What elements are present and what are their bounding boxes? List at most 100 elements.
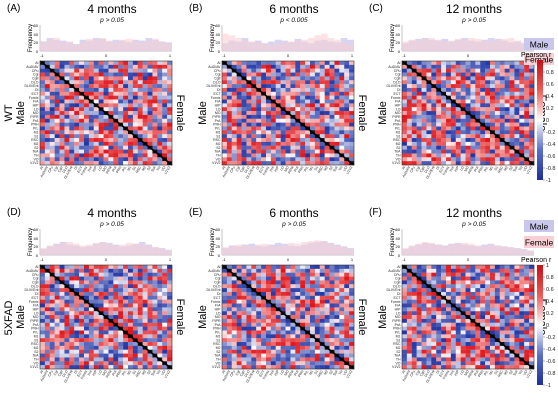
heatmap-cell — [261, 349, 267, 354]
heatmap-cell — [349, 130, 355, 135]
heatmap-cell — [450, 342, 456, 347]
heatmap-cell — [49, 345, 55, 350]
panel-letter: (D) — [7, 207, 21, 218]
heatmap-cell — [256, 145, 262, 150]
heatmap-cell — [54, 365, 60, 370]
heatmap-cell — [113, 61, 119, 65]
heatmap-cell — [226, 95, 232, 100]
heatmap-cell — [275, 114, 281, 119]
heatmap-cell — [128, 311, 134, 316]
heatmap-cell — [470, 87, 476, 92]
heatmap-cell — [64, 118, 70, 123]
heatmap-cell — [426, 99, 432, 104]
panel-letter: (C) — [369, 3, 383, 14]
heatmap-cell — [157, 284, 163, 289]
heatmap-cell — [226, 353, 232, 358]
heatmap-cell — [446, 91, 452, 96]
heatmap-cell — [251, 126, 257, 131]
heatmap-cell — [295, 99, 301, 104]
region-col-label: DLO — [244, 165, 251, 173]
heatmap-cell — [275, 361, 281, 366]
heatmap-cell — [266, 268, 272, 273]
heatmap-cell — [147, 322, 153, 327]
region-row-label: VO — [33, 361, 38, 365]
heatmap-diagonal — [39, 60, 173, 166]
heatmap-cell — [74, 80, 80, 85]
heatmap-cell — [490, 80, 496, 85]
female-bar — [507, 247, 515, 255]
heatmap-cell — [300, 68, 306, 73]
heatmap-cell — [251, 107, 257, 112]
heatmap-cell — [226, 349, 232, 354]
heatmap-cell — [339, 99, 345, 104]
region-row-label: FrA — [33, 304, 39, 308]
heatmap-cell — [266, 357, 272, 362]
heatmap-cell — [285, 130, 291, 135]
heatmap-cell — [280, 315, 286, 320]
heatmap-cell — [118, 134, 124, 139]
heatmap-cell — [475, 72, 481, 77]
region-col-label: DI — [73, 369, 78, 374]
heatmap-cell — [59, 99, 65, 104]
region-col-label: PrA — [293, 165, 300, 173]
heatmap-cell — [499, 349, 505, 354]
region-row-label: DLIV/Ent — [206, 84, 220, 88]
heatmap-cell — [300, 315, 306, 320]
heatmap-cell — [59, 315, 65, 320]
region-row-label: CgI — [215, 73, 220, 77]
heatmap-cell — [406, 61, 412, 65]
heatmap-cell — [339, 303, 345, 308]
heatmap-cell — [54, 265, 60, 269]
heatmap-cell — [236, 91, 242, 96]
heatmap-cell — [64, 365, 70, 370]
heatmap-cell — [103, 157, 109, 162]
heatmap-cell — [465, 272, 471, 277]
heatmap-cell — [59, 326, 65, 331]
heatmap-cell — [509, 91, 515, 96]
heatmap-cell — [157, 268, 163, 273]
heatmap-cell — [431, 265, 437, 269]
heatmap-cell — [40, 338, 46, 343]
heatmap-cell — [339, 126, 345, 131]
heatmap-cell — [319, 330, 325, 335]
female-bar — [468, 38, 475, 51]
heatmap-cell — [494, 268, 500, 273]
heatmap-cell — [280, 87, 286, 92]
heatmap-cell — [465, 322, 471, 327]
heatmap-cell — [319, 103, 325, 108]
heatmap-cell — [426, 134, 432, 139]
heatmap-cell — [480, 130, 486, 135]
heatmap-cell — [455, 342, 461, 347]
heatmap-cell — [256, 284, 262, 289]
heatmap-cell — [411, 265, 417, 269]
heatmap-cell — [123, 114, 129, 119]
heatmap-cell — [132, 357, 138, 362]
y-tick: 40 — [396, 236, 401, 241]
heatmap-cell — [509, 103, 515, 108]
heatmap-cell — [162, 268, 168, 273]
heatmap-cell — [465, 299, 471, 304]
heatmap-cell — [162, 161, 168, 166]
heatmap-cell — [93, 80, 99, 85]
female-bar — [152, 38, 159, 51]
heatmap-cell — [470, 130, 476, 135]
heatmap-cell — [402, 326, 408, 331]
heatmap-cell — [270, 130, 276, 135]
region-col-label: PrL — [121, 369, 127, 376]
region-row-label: PrA — [215, 323, 222, 327]
heatmap-cell — [509, 272, 515, 277]
heatmap-cell — [246, 114, 252, 119]
female-bar — [334, 245, 341, 255]
heatmap-cell — [98, 84, 104, 89]
heatmap-cell — [251, 118, 257, 123]
heatmap-cell — [132, 76, 138, 81]
heatmap-cell — [54, 68, 60, 73]
heatmap-cell — [314, 272, 320, 277]
heatmap-cell — [334, 361, 340, 366]
heatmap-cell — [344, 138, 350, 143]
heatmap-cell — [334, 111, 340, 116]
heatmap-cell — [450, 126, 456, 131]
region-row-label: AI — [35, 61, 38, 65]
heatmap-cell — [280, 68, 286, 73]
heatmap-cell — [280, 342, 286, 347]
